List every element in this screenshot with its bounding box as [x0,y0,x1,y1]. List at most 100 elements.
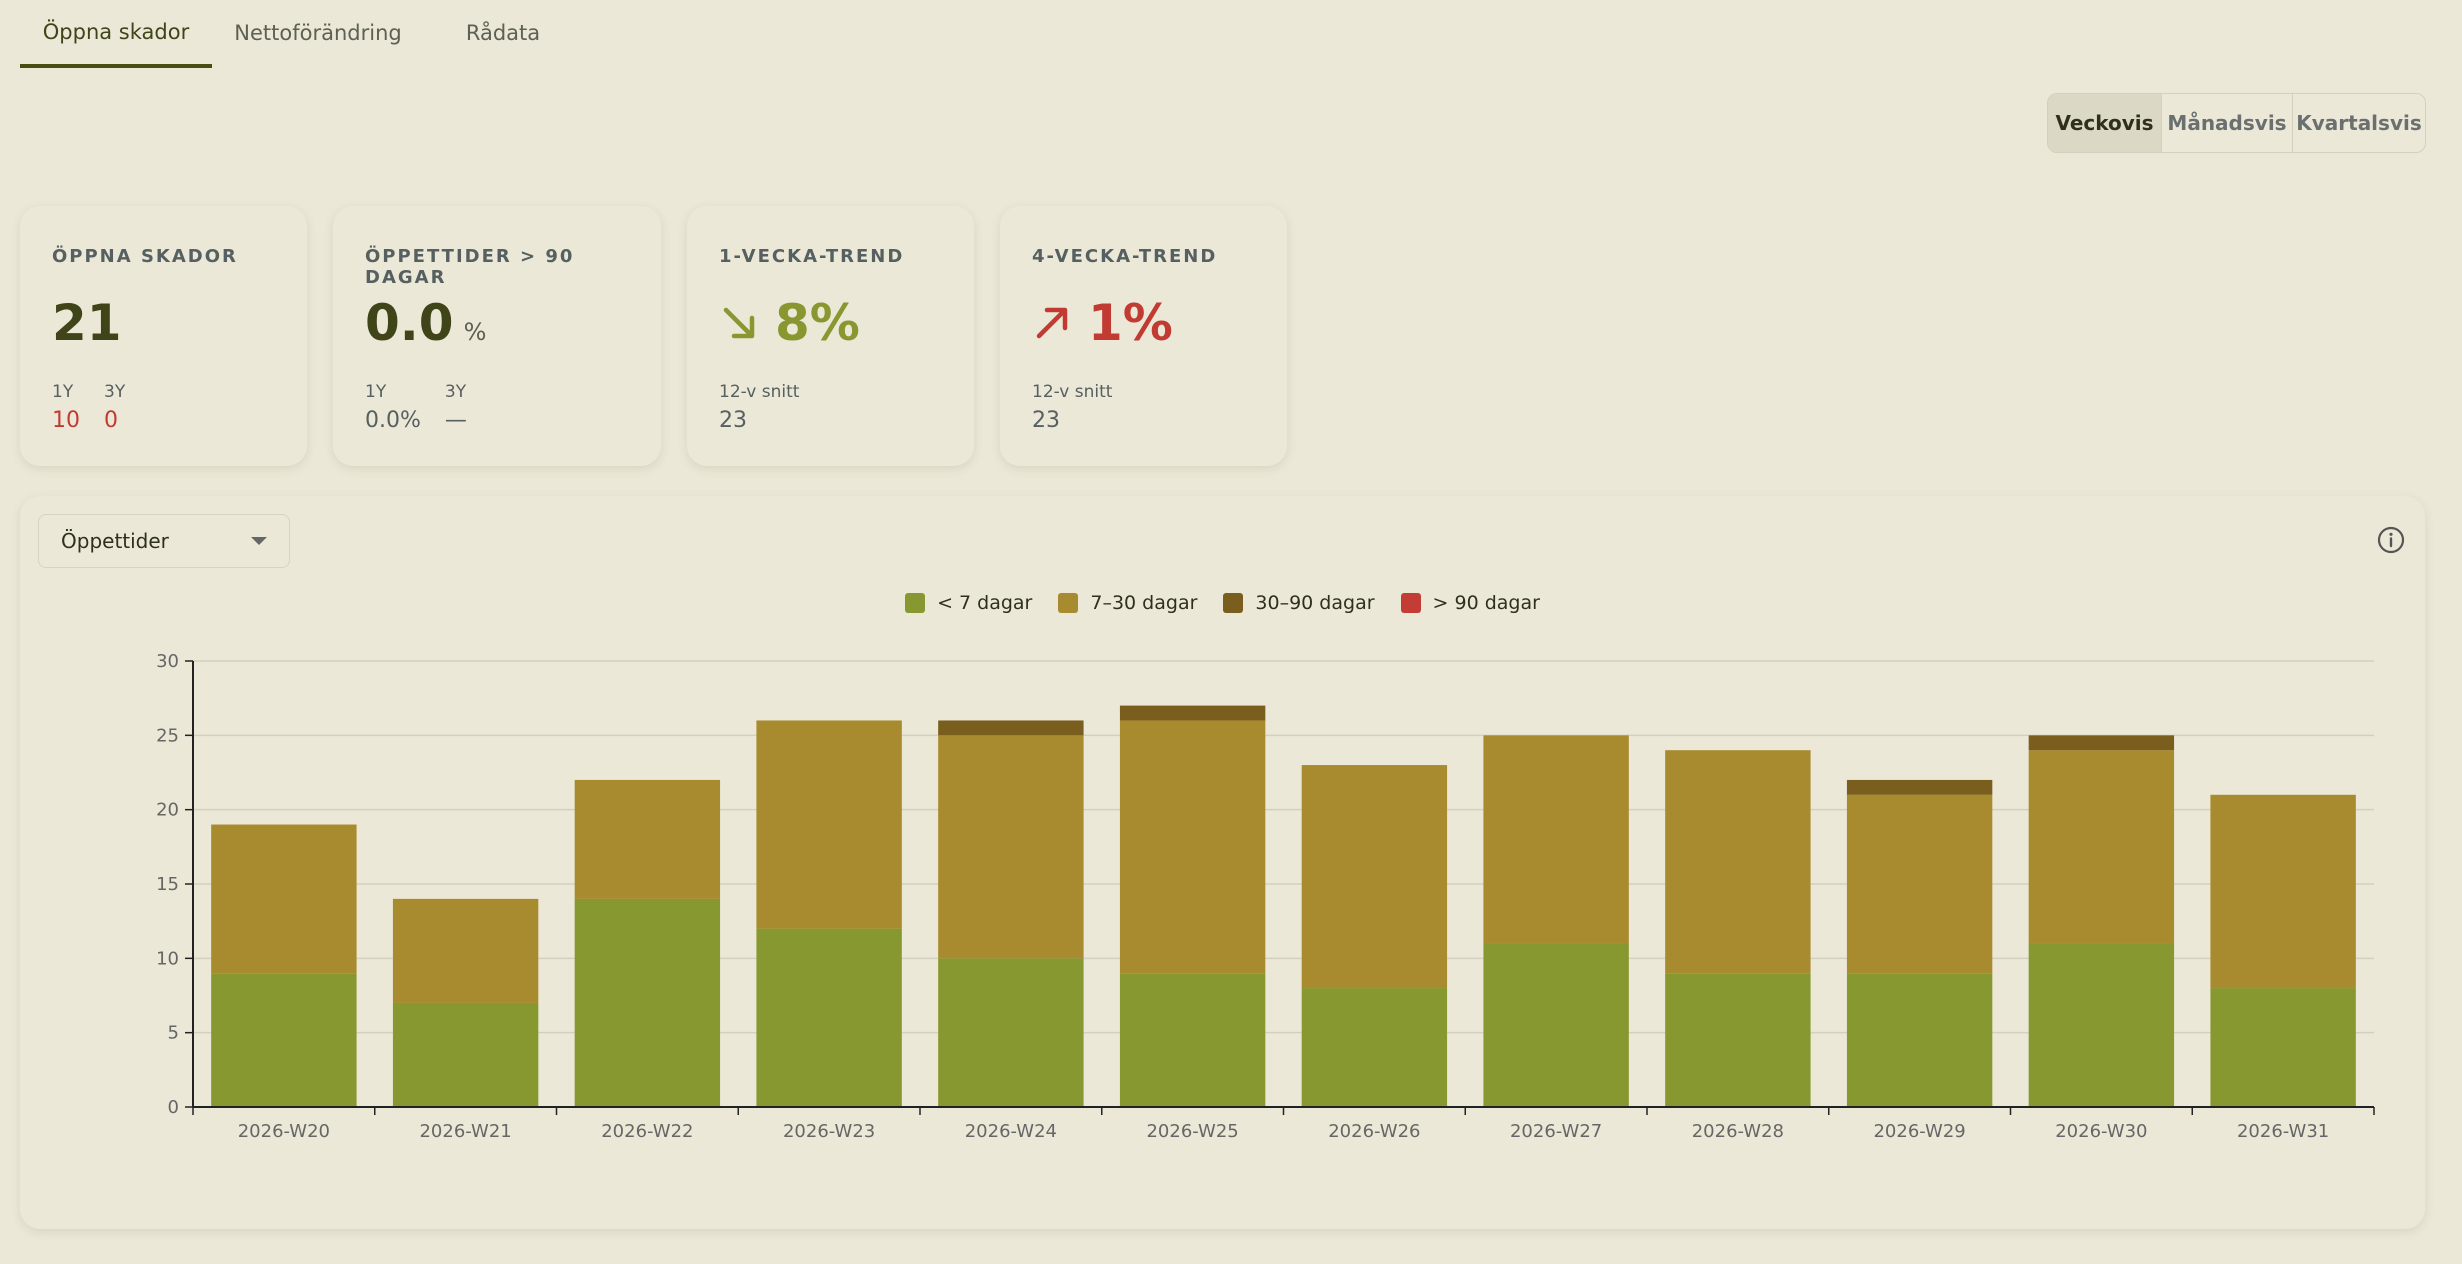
bar-segment [1665,973,1811,1107]
bar-segment [1483,735,1629,944]
bar-segment [1483,943,1629,1107]
tab-open-claims[interactable]: Öppna skador [20,0,212,68]
legend-label: < 7 dagar [937,592,1033,614]
chart-panel: Öppettider < 7 dagar 7–30 dagar 30–90 daga… [20,496,2425,1229]
metric-select[interactable]: Öppettider [38,514,290,568]
card-label: 4-VECKA-TREND [1032,246,1218,267]
four-week-trend-card: 4-VECKA-TREND 1% 12-v snitt 23 [1000,206,1287,466]
card-sub: 12-v snitt 23 [1032,382,1112,433]
x-tick-label: 2026-W25 [1146,1121,1238,1142]
bar-segment [1846,794,1993,974]
card-label: ÖPPETTIDER > 90 DAGAR [365,246,575,288]
bar-segment [1665,750,1811,974]
metric-select-value: Öppettider [61,529,169,553]
bar-segment [938,720,1084,736]
legend-label: 7–30 dagar [1090,592,1198,614]
y-tick-label: 20 [156,800,179,821]
y-tick-label: 10 [156,948,179,969]
legend-item[interactable]: < 7 dagar [905,592,1032,614]
legend-swatch [905,593,926,613]
sub-value-3y: 0 [104,408,118,433]
x-tick-label: 2026-W20 [238,1121,330,1142]
bar-segment [938,958,1084,1107]
card-sub: 1Y 10 3Y 0 [52,382,125,433]
x-tick-label: 2026-W23 [783,1121,875,1142]
chevron-down-icon [251,537,267,545]
bar-segment [2210,794,2356,989]
legend-item[interactable]: > 90 dagar [1400,592,1540,614]
bar-segment [1846,973,1993,1107]
x-tick-label: 2026-W30 [2055,1121,2147,1142]
bar-segment [1119,720,1266,974]
period-weekly-button[interactable]: Veckovis [2048,94,2161,152]
bar-segment [2028,750,2175,944]
x-tick-label: 2026-W29 [1873,1121,1965,1142]
bar-segment [392,1002,539,1107]
y-tick-label: 25 [156,725,179,746]
sub-value-1y: 0.0% [365,408,421,433]
bar-segment [1301,988,1448,1107]
sub-label-1y: 1Y [365,382,387,402]
bar-segment [1119,973,1266,1107]
bar-segment [1301,765,1448,989]
y-tick-label: 30 [156,651,179,672]
legend-item[interactable]: 7–30 dagar [1058,592,1197,614]
open-claims-value: 21 [52,294,122,352]
sub-label-3y: 3Y [444,382,467,402]
one-week-trend-card: 1-VECKA-TREND 8% 12-v snitt 23 [687,206,974,466]
trend-value: 1% [1088,294,1173,352]
card-label: ÖPPNA SKADOR [52,246,238,267]
y-tick-label: 0 [168,1097,179,1118]
period-monthly-button[interactable]: Månadsvis [2161,94,2292,152]
bar-segment [574,779,721,899]
card-label: 1-VECKA-TREND [719,246,905,267]
card-sub: 1Y 0.0% 3Y — [365,382,467,433]
bar-segment [211,973,357,1107]
x-tick-label: 2026-W27 [1510,1121,1602,1142]
card-value: 1% [1032,294,1173,352]
legend-label: 30–90 dagar [1255,592,1375,614]
legend-swatch [1058,593,1079,613]
bar-segment [2028,735,2175,751]
open-times-card: ÖPPETTIDER > 90 DAGAR 0.0% 1Y 0.0% 3Y — [333,206,661,466]
avg-value: 23 [1032,408,1060,433]
info-icon[interactable] [2377,526,2405,554]
sub-value-1y: 10 [52,408,80,433]
avg-label: 12-v snitt [1032,382,1113,402]
card-value: 8% [719,294,860,352]
trend-value: 8% [775,294,860,352]
bar-segment [1119,705,1266,721]
bar-segment [574,898,721,1107]
bar-segment [392,898,539,1003]
sub-label-1y: 1Y [52,382,74,402]
tab-raw-data[interactable]: Rådata [465,21,541,45]
x-tick-label: 2026-W31 [2237,1121,2329,1142]
sub-value-3y: — [444,408,467,433]
legend-item[interactable]: 30–90 dagar [1223,592,1375,614]
tab-bar: Öppna skador Nettoförändring Rådata [20,0,582,68]
tab-net-change[interactable]: Nettoförändring [234,21,402,45]
bar-segment [211,824,357,974]
avg-label: 12-v snitt [719,382,800,402]
x-tick-label: 2026-W22 [601,1121,693,1142]
card-value: 0.0% [365,294,486,352]
open-claims-card: ÖPPNA SKADOR 21 1Y 10 3Y 0 [20,206,307,466]
legend-swatch [1223,593,1244,613]
bar-segment [938,735,1084,959]
bar-segment [2028,943,2175,1107]
bar-segment [756,928,902,1107]
stacked-bar-chart: 0 5 10 15 20 25 30 2026-W20 2026-W21 2026-W22 2026… [156,651,2375,1142]
card-value: 21 [52,294,122,352]
bar-segment [756,720,902,929]
x-tick-label: 2026-W28 [1692,1121,1784,1142]
open-times-value: 0.0 [365,294,454,352]
card-sub: 12-v snitt 23 [719,382,799,433]
period-quarterly-button[interactable]: Kvartalsvis [2292,94,2425,152]
y-tick-label: 5 [168,1023,179,1044]
chart-legend: < 7 dagar 7–30 dagar 30–90 dagar > 90 dagar [20,592,2425,614]
bar-segment [1846,779,1993,795]
bar-segment [2210,988,2356,1107]
y-tick-label: 15 [156,874,179,895]
arrow-up-right-icon [1036,307,1068,339]
avg-value: 23 [719,408,747,433]
